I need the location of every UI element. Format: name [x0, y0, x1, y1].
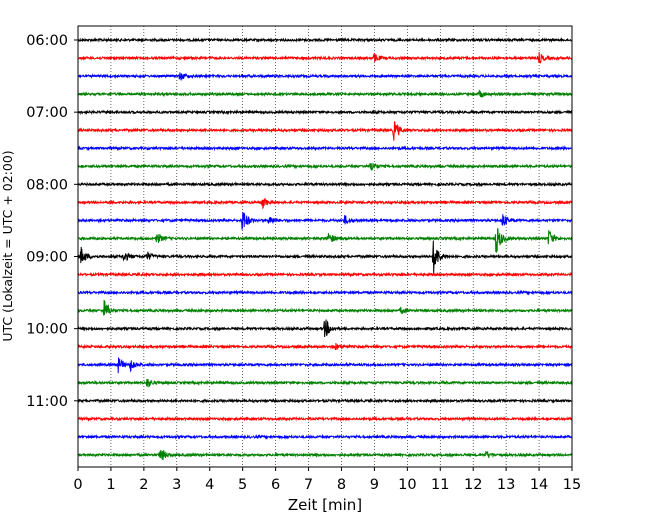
x-tick-label: 8 — [337, 477, 346, 493]
x-axis-ticks: 0 1 2 3 4 5 6 7 8 9 10 11 12 13 14 15 — [73, 467, 581, 493]
trace-1045 — [77, 378, 573, 388]
trace-1130 — [77, 433, 573, 440]
y-tick-label: 08:00 — [26, 177, 68, 193]
trace-0815 — [77, 197, 573, 210]
trace-1115 — [77, 415, 573, 422]
trace-0730 — [77, 145, 573, 152]
trace-0715 — [77, 121, 573, 141]
x-tick-label: 11 — [431, 477, 449, 493]
y-axis-label: UTC (Lokalzeit = UTC + 02:00) — [0, 150, 15, 341]
x-axis-label: Zeit [min] — [288, 496, 362, 514]
x-tick-label: 12 — [464, 477, 482, 493]
trace-0930 — [77, 289, 573, 296]
y-axis-ticks: 06:00 07:00 08:00 09:00 10:00 11:00 — [26, 33, 78, 410]
plot-frame — [77, 25, 573, 468]
y-tick-label: 10:00 — [26, 322, 68, 338]
y-tick-label: 07:00 — [26, 105, 68, 121]
x-tick-label: 14 — [530, 477, 548, 493]
trace-1015 — [77, 342, 573, 351]
x-tick-label: 15 — [563, 477, 581, 493]
trace-1100 — [77, 397, 573, 404]
trace-0615 — [77, 51, 573, 64]
trace-0915 — [77, 271, 573, 278]
x-tick-label: 10 — [398, 477, 416, 493]
y-tick-label: 09:00 — [26, 249, 68, 265]
x-tick-label: 5 — [238, 477, 247, 493]
traces — [77, 36, 573, 460]
trace-0630 — [77, 72, 573, 81]
trace-1000 — [77, 319, 573, 338]
trace-0830 — [77, 211, 573, 230]
trace-0845 — [77, 228, 573, 253]
x-tick-label: 2 — [139, 477, 148, 493]
x-tick-label: 13 — [497, 477, 515, 493]
trace-0900 — [77, 240, 573, 274]
y-tick-label: 06:00 — [26, 33, 68, 49]
x-tick-label: 1 — [106, 477, 115, 493]
trace-0645 — [77, 89, 573, 98]
trace-1145 — [77, 450, 573, 460]
trace-0600 — [77, 36, 573, 43]
x-tick-label: 7 — [304, 477, 313, 493]
x-tick-label: 0 — [73, 477, 82, 493]
y-tick-label: 11:00 — [26, 394, 68, 410]
trace-0700 — [77, 109, 573, 116]
trace-1030 — [77, 357, 573, 374]
trace-0800 — [77, 181, 573, 188]
trace-0745 — [77, 162, 573, 171]
x-tick-label: 4 — [205, 477, 214, 493]
x-tick-label: 6 — [271, 477, 280, 493]
x-tick-label: 9 — [370, 477, 379, 493]
trace-0945 — [77, 299, 573, 316]
x-tick-label: 3 — [172, 477, 181, 493]
